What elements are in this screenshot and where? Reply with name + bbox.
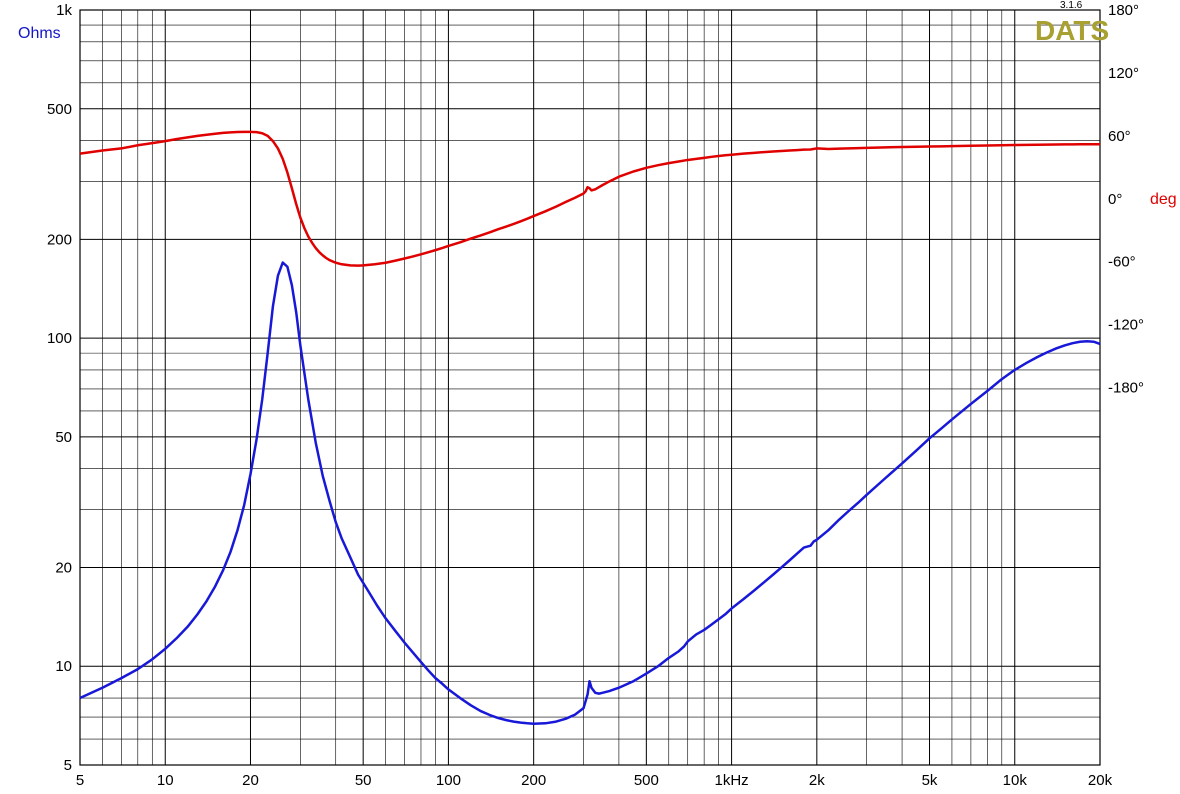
svg-text:10: 10 — [55, 658, 72, 675]
svg-text:180°: 180° — [1108, 2, 1139, 19]
svg-text:500: 500 — [634, 772, 659, 789]
chart-container: 5 10 20 50 100 200 500 1kHz 2k 5k 10k 20k 5 10 20 50 100… — [0, 0, 1180, 794]
watermark: DATS — [1035, 15, 1109, 46]
svg-text:0°: 0° — [1108, 191, 1122, 208]
svg-text:5: 5 — [76, 772, 84, 789]
svg-text:20: 20 — [242, 772, 259, 789]
svg-text:5: 5 — [64, 757, 72, 774]
svg-text:-120°: -120° — [1108, 317, 1144, 334]
svg-text:100: 100 — [436, 772, 461, 789]
svg-text:10: 10 — [157, 772, 174, 789]
svg-text:10k: 10k — [1003, 772, 1028, 789]
svg-text:20k: 20k — [1088, 772, 1113, 789]
svg-text:60°: 60° — [1108, 128, 1131, 145]
svg-text:120°: 120° — [1108, 65, 1139, 82]
svg-text:50: 50 — [355, 772, 372, 789]
svg-text:5k: 5k — [922, 772, 938, 789]
svg-text:200: 200 — [521, 772, 546, 789]
y-left-label: Ohms — [18, 25, 61, 42]
svg-text:2k: 2k — [809, 772, 825, 789]
svg-text:-60°: -60° — [1108, 254, 1136, 271]
svg-text:1k: 1k — [56, 2, 72, 19]
svg-text:50: 50 — [55, 429, 72, 446]
svg-text:-180°: -180° — [1108, 380, 1144, 397]
y-right-label: deg — [1150, 191, 1177, 208]
svg-text:1kHz: 1kHz — [714, 772, 748, 789]
version-label: 3.1.6 — [1060, 0, 1083, 11]
svg-text:500: 500 — [47, 101, 72, 118]
impedance-phase-chart: 5 10 20 50 100 200 500 1kHz 2k 5k 10k 20k 5 10 20 50 100… — [0, 0, 1180, 794]
svg-text:100: 100 — [47, 330, 72, 347]
svg-text:20: 20 — [55, 559, 72, 576]
svg-text:200: 200 — [47, 231, 72, 248]
